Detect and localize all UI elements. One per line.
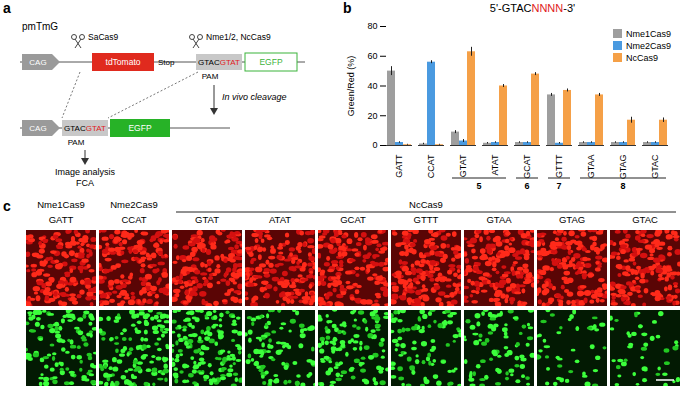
svg-text:CCAT: CCAT xyxy=(121,214,146,225)
svg-text:pmTmG: pmTmG xyxy=(22,21,58,32)
svg-text:CAG: CAG xyxy=(29,58,46,67)
svg-text:Green/Red (%): Green/Red (%) xyxy=(346,56,356,117)
svg-text:GTAT: GTAT xyxy=(458,154,468,177)
svg-text:GTACGTAT: GTACGTAT xyxy=(64,124,106,133)
html-text:NcCas9: NcCas9 xyxy=(626,53,658,63)
svg-text:In vivo cleavage: In vivo cleavage xyxy=(222,92,287,102)
html-text:5'-GTAC NNNN -3': 5'-GTAC NNNN -3' xyxy=(489,2,576,14)
svg-text:NcCas9: NcCas9 xyxy=(409,199,443,210)
svg-text:80: 80 xyxy=(367,21,377,31)
svg-text:EGFP: EGFP xyxy=(259,57,282,67)
svg-text:CAG: CAG xyxy=(29,124,46,133)
svg-text:Nme1/2, NcCas9: Nme1/2, NcCas9 xyxy=(206,32,271,42)
svg-text:GTAC: GTAC xyxy=(632,214,658,225)
svg-text:tdTomato: tdTomato xyxy=(106,57,141,67)
svg-text:5: 5 xyxy=(476,181,481,191)
svg-text:GTACGTAT: GTACGTAT xyxy=(198,58,240,67)
svg-text:GTAA: GTAA xyxy=(586,155,596,179)
svg-text:GTAA: GTAA xyxy=(486,214,512,225)
svg-text:PAM: PAM xyxy=(68,138,85,147)
svg-text:40: 40 xyxy=(367,81,377,91)
svg-text:GATT: GATT xyxy=(49,214,74,225)
svg-text:20: 20 xyxy=(367,111,377,121)
svg-text:SaCas9: SaCas9 xyxy=(88,32,119,42)
svg-text:7: 7 xyxy=(556,181,561,191)
svg-text:GTTT: GTTT xyxy=(414,214,439,225)
svg-text:Image analysis: Image analysis xyxy=(55,167,116,177)
svg-text:GATT: GATT xyxy=(394,154,404,178)
svg-text:Stop: Stop xyxy=(158,58,175,67)
html-text:Nme1Cas9: Nme1Cas9 xyxy=(626,29,671,39)
svg-text:GCAT: GCAT xyxy=(522,154,532,179)
svg-text:60: 60 xyxy=(367,51,377,61)
svg-text:ATAT: ATAT xyxy=(269,214,291,225)
svg-text:Nme2Cas9: Nme2Cas9 xyxy=(110,199,158,210)
html-text:b: b xyxy=(343,0,352,16)
html-text:c: c xyxy=(3,198,11,214)
svg-text:GTAG: GTAG xyxy=(618,155,628,180)
svg-text:6: 6 xyxy=(524,181,529,191)
svg-text:GTAG: GTAG xyxy=(559,214,585,225)
svg-text:GCAT: GCAT xyxy=(340,214,366,225)
svg-text:EGFP: EGFP xyxy=(128,123,151,133)
svg-text:8: 8 xyxy=(620,181,625,191)
svg-text:Nme1Cas9: Nme1Cas9 xyxy=(37,199,85,210)
svg-text:GTAT: GTAT xyxy=(195,214,219,225)
svg-text:CCAT: CCAT xyxy=(426,154,436,178)
svg-text:ATAT: ATAT xyxy=(490,154,500,175)
html-text:a: a xyxy=(3,0,11,16)
svg-text:FCA: FCA xyxy=(76,178,94,188)
html-text:Nme2Cas9: Nme2Cas9 xyxy=(626,41,671,51)
svg-text:PAM: PAM xyxy=(202,72,219,81)
svg-text:0: 0 xyxy=(372,140,377,150)
svg-text:GTAC: GTAC xyxy=(650,154,660,179)
svg-text:GTTT: GTTT xyxy=(554,154,564,178)
